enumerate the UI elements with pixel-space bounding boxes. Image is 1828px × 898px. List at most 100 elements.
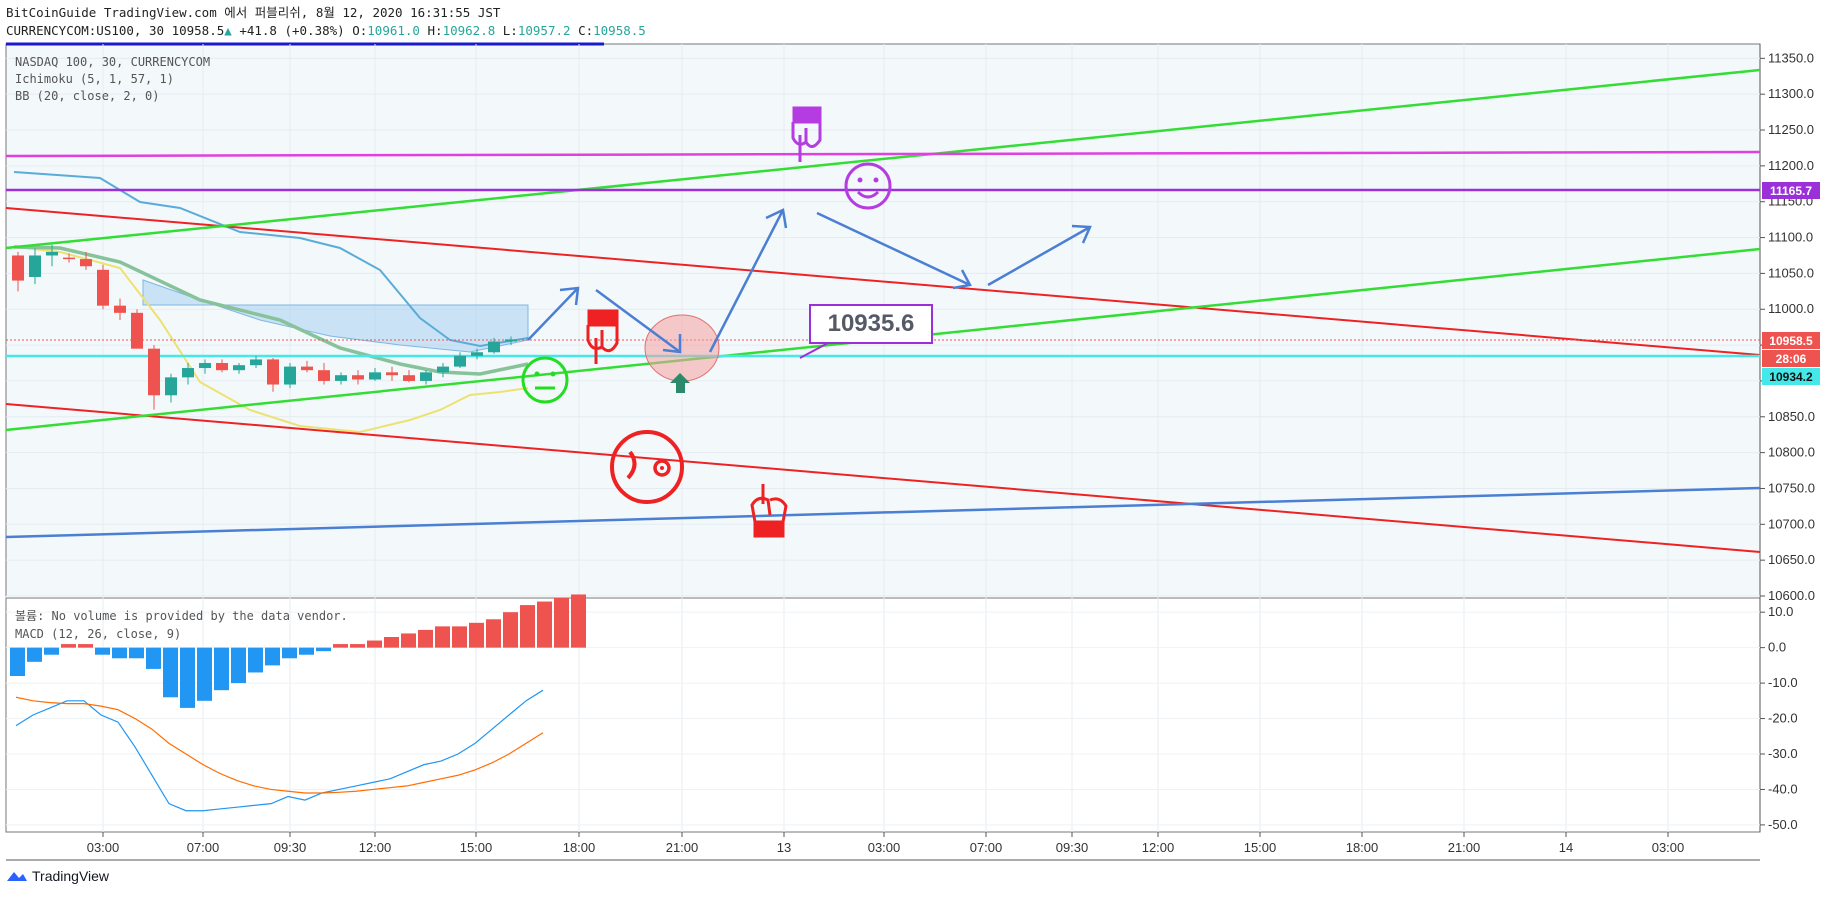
macd-axis: 10.0 0.0 -10.0 -20.0 -30.0 -40.0 -50.0 (1760, 604, 1798, 832)
macd-histogram-bar (78, 644, 93, 648)
red-trendline-lower (5, 403, 1761, 553)
macd-histogram-bar (520, 605, 535, 648)
candle-body (12, 255, 24, 281)
candle-body (80, 259, 92, 267)
time-tick-label: 21:00 (666, 840, 699, 855)
candle-body (165, 377, 177, 396)
blue-trendline (5, 486, 1761, 539)
macd-histogram-bar (95, 647, 110, 655)
macd-histogram-bar (299, 647, 314, 655)
badge-last (1762, 332, 1820, 349)
annotation-box[interactable] (809, 304, 933, 344)
time-axis: 03:00 07:00 09:30 12:00 15:00 18:00 21:00 13 03:… (87, 832, 1685, 855)
price-tick-label: 10750.0 (1768, 480, 1815, 495)
macd-histogram-bar (44, 647, 59, 655)
badge-last-text: 10958.5 (1769, 334, 1813, 348)
macd-pane[interactable] (5, 597, 1761, 833)
time-tick-label: 12:00 (1142, 840, 1175, 855)
candle-body (233, 365, 245, 371)
time-tick-label: 03:00 (87, 840, 120, 855)
candle-body (216, 363, 228, 371)
macd-line (15, 689, 544, 812)
macd-histogram-bar (248, 647, 263, 673)
macd-histogram-bar (112, 647, 127, 659)
badge-countdown (1762, 350, 1820, 367)
candle-body (63, 257, 75, 260)
price-tick-label: 10850.0 (1768, 409, 1815, 424)
arrow-head-icon (559, 286, 580, 306)
time-tick-label: 09:30 (274, 840, 307, 855)
macd-histogram-bar (61, 644, 76, 648)
price-tick-label: 11250.0 (1768, 122, 1814, 137)
macd-histogram-bar (316, 647, 331, 652)
price-tick-label: 10650.0 (1768, 552, 1815, 567)
projection-arrow-5 (987, 225, 1091, 287)
candle-body (284, 366, 296, 385)
brand-label: TradingView (32, 868, 110, 884)
price-tick-label: 11100.0 (1768, 230, 1813, 245)
candle-body (369, 372, 381, 380)
candle-body (420, 372, 432, 381)
symbol-label: CURRENCYCOM:US100, 30 (6, 23, 165, 38)
badge-countdown-text: 28:06 (1776, 352, 1807, 366)
hand-pointing-down-icon (791, 106, 822, 162)
candle-body (403, 375, 415, 381)
candle-body (148, 348, 160, 396)
red-trendline-upper (5, 207, 1761, 356)
projection-arrow-3 (708, 209, 785, 353)
time-tick-label: 03:00 (1652, 840, 1685, 855)
bb-lower-line (13, 246, 529, 434)
macd-histogram-bar (401, 633, 416, 648)
candle-body (114, 305, 126, 313)
legend-macd: MACD (12, 26, close, 9) (15, 627, 181, 641)
macd-histogram-bar (469, 622, 484, 648)
tradingview-brand[interactable]: TradingView (6, 868, 109, 884)
candle-body (352, 375, 364, 380)
legend-symbol: NASDAQ 100, 30, CURRENCYCOM (15, 55, 210, 69)
macd-histogram-bar (214, 647, 229, 691)
price-badges: 11165.7 10958.5 28:06 10934.2 (1762, 182, 1820, 385)
macd-histogram-bar (197, 647, 212, 701)
macd-histogram-bar (10, 647, 25, 676)
ohlc-line: CURRENCYCOM:US100, 30 10958.5▲ +41.8 (+0… (6, 22, 646, 39)
time-tick-label: 18:00 (1346, 840, 1379, 855)
price-tick-label: 11000.0 (1768, 301, 1814, 316)
candle-body (386, 372, 398, 376)
candle-body (182, 368, 194, 378)
price-tick-label: 10700.0 (1768, 516, 1815, 531)
high-value: 10962.8 (442, 23, 496, 38)
macd-histogram-bar (503, 612, 518, 648)
arrow-head-icon (1071, 224, 1092, 244)
macd-tick-label: -40.0 (1768, 781, 1798, 796)
macd-histogram-bar (180, 647, 195, 708)
macd-histogram-bar (146, 647, 161, 669)
bb-basis-line (13, 245, 529, 376)
time-tick-label: 03:00 (868, 840, 901, 855)
smiley-icon (844, 162, 892, 210)
time-tick-label: 14 (1559, 840, 1573, 855)
price-tick-label: 11200.0 (1768, 158, 1814, 173)
low-value: 10957.2 (517, 23, 571, 38)
candle-body (318, 370, 330, 381)
projection-arrow-1 (527, 287, 579, 341)
macd-histogram-bar (129, 647, 144, 659)
time-tick-label: 18:00 (563, 840, 596, 855)
badge-purple (1762, 182, 1820, 199)
candle-body (97, 269, 109, 306)
macd-histogram-bar (163, 647, 178, 698)
change-value: +41.8 (+0.38%) (239, 23, 345, 38)
arrow-head-icon (662, 334, 682, 354)
legend-bb: BB (20, close, 2, 0) (15, 89, 160, 103)
time-tick-label: 12:00 (359, 840, 392, 855)
annotation-pointer (799, 342, 829, 359)
low-label: L: (502, 23, 518, 38)
neutral-face-icon (521, 356, 569, 404)
time-tick-label: 21:00 (1448, 840, 1481, 855)
bb-upper-line (13, 171, 529, 348)
macd-histogram-bar (282, 647, 297, 659)
candle-body (488, 341, 500, 353)
open-label: O: (352, 23, 368, 38)
macd-histogram-bar (571, 594, 586, 648)
legend-volume: 볼륨: No volume is provided by the data ve… (15, 609, 348, 623)
